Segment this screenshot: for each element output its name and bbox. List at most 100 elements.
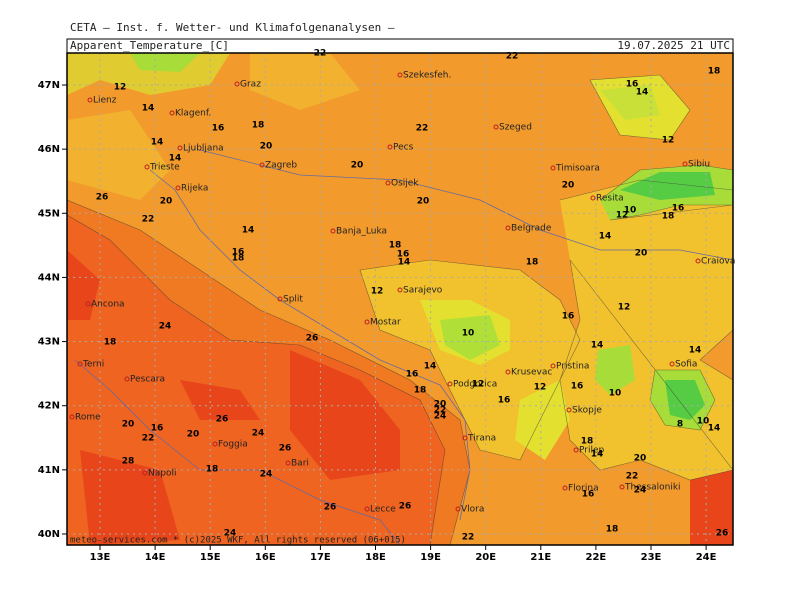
- contour-label: 14: [151, 138, 164, 148]
- city-name: Banja_Luka: [336, 227, 387, 237]
- city-name: Belgrade: [511, 224, 552, 234]
- contour-label: 22: [462, 533, 475, 543]
- city-marker: [573, 447, 579, 453]
- lon-tick-label: 20E: [475, 552, 496, 563]
- lat-tick-label: 40N: [38, 529, 60, 540]
- contour-label: 14: [169, 154, 182, 164]
- contour-label: 24: [434, 412, 447, 422]
- contour-label: 24: [224, 529, 237, 539]
- contour-label: 18: [708, 67, 721, 77]
- lon-tick-label: 24E: [696, 552, 717, 563]
- city-marker: [87, 97, 93, 103]
- city-name: Split: [283, 295, 303, 305]
- lon-tick-label: 13E: [90, 552, 111, 563]
- contour-label: 18: [104, 338, 117, 348]
- contour-label: 26: [216, 415, 229, 425]
- city-name: Szeged: [499, 123, 532, 133]
- contour-label: 10: [697, 417, 710, 427]
- copyright: meteo-services.com * (c)2025 WKF, All ri…: [70, 536, 406, 546]
- city-name: Napoli: [148, 469, 176, 479]
- contour-label: 22: [142, 215, 155, 225]
- contour-label: 26: [306, 334, 319, 344]
- city-name: Trieste: [149, 163, 180, 173]
- contour-label: 20: [634, 454, 647, 464]
- contour-label: 22: [142, 434, 155, 444]
- contour-label: 18: [526, 258, 539, 268]
- contour-label: 14: [398, 258, 411, 268]
- city-marker: [455, 506, 461, 512]
- city-marker: [695, 258, 701, 264]
- lat-tick-label: 45N: [38, 208, 60, 219]
- city-name: Graz: [240, 80, 261, 90]
- lon-tick-label: 23E: [641, 552, 662, 563]
- city-marker: [142, 470, 148, 476]
- city-marker: [447, 381, 453, 387]
- field: [67, 53, 733, 545]
- contour-label: 20: [417, 197, 430, 207]
- city-marker: [169, 110, 175, 116]
- city-marker: [277, 296, 283, 302]
- contour-label: 22: [314, 49, 327, 59]
- city-name: Podgorica: [453, 380, 497, 390]
- contour-label: 18: [606, 525, 619, 535]
- contour-label: 14: [599, 232, 612, 242]
- lon-tick-label: 19E: [420, 552, 441, 563]
- city-name: Skopje: [572, 406, 602, 416]
- city-name: Resita: [596, 194, 624, 204]
- contour-label: 18: [252, 121, 265, 131]
- contour-label: 24: [252, 429, 265, 439]
- city-marker: [590, 195, 596, 201]
- lat-tick-label: 44N: [38, 272, 60, 283]
- city-marker: [619, 484, 625, 490]
- contour-label: 22: [626, 472, 639, 482]
- graticule: [62, 53, 733, 550]
- city-marker: [462, 435, 468, 441]
- city-marker: [77, 361, 83, 367]
- contour-label: 16: [672, 204, 685, 214]
- city-marker: [259, 162, 265, 168]
- contour-label: 16: [562, 312, 575, 322]
- city-name: Prilep: [579, 446, 605, 456]
- city-marker: [682, 161, 688, 167]
- city-name: Lecce: [370, 505, 396, 515]
- contour-label: 16: [582, 490, 595, 500]
- contour-label: 12: [616, 211, 629, 221]
- contour-label: 20: [434, 400, 447, 410]
- contour-label: 26: [279, 444, 292, 454]
- city-name: Tirana: [467, 434, 496, 444]
- contour-label: 26: [399, 502, 412, 512]
- city-name: Vlora: [461, 505, 484, 515]
- contour-label: 24: [634, 486, 647, 496]
- contour-label: 12: [662, 136, 675, 146]
- contour-label: 14: [424, 362, 437, 372]
- city-marker: [85, 301, 91, 307]
- city-marker: [550, 363, 556, 369]
- contour-label: 12: [114, 83, 127, 93]
- city-name: Craiova: [701, 257, 735, 267]
- city-name: Foggia: [218, 440, 248, 450]
- contour-label: 18: [581, 437, 594, 447]
- city-name: Sofia: [675, 360, 697, 370]
- city-marker: [397, 72, 403, 78]
- contour-label: 18: [206, 465, 219, 475]
- city-name: Krusevac: [511, 368, 552, 378]
- contour-label: 20: [562, 181, 575, 191]
- city-marker: [69, 414, 75, 420]
- contour-label: 8: [677, 420, 683, 430]
- city-name: Sarajevo: [403, 286, 443, 296]
- map-date: 19.07.2025 21 UTC: [617, 39, 730, 52]
- city-marker: [177, 145, 183, 151]
- city-name: Timisoara: [555, 164, 600, 174]
- contour-label: 14: [689, 346, 702, 356]
- contour-label: 18: [389, 241, 402, 251]
- institute: CETA — Inst. f. Wetter- und Klimafolgena…: [70, 21, 395, 34]
- city-name: Rijeka: [181, 184, 208, 194]
- city-marker: [234, 81, 240, 87]
- contour-label: 14: [636, 88, 649, 98]
- contour-label: 16: [571, 382, 584, 392]
- city-name: Szekesfeh.: [403, 71, 451, 81]
- contour-label: 26: [96, 193, 109, 203]
- city-name: Klagenf.: [175, 109, 211, 119]
- city-marker: [550, 165, 556, 171]
